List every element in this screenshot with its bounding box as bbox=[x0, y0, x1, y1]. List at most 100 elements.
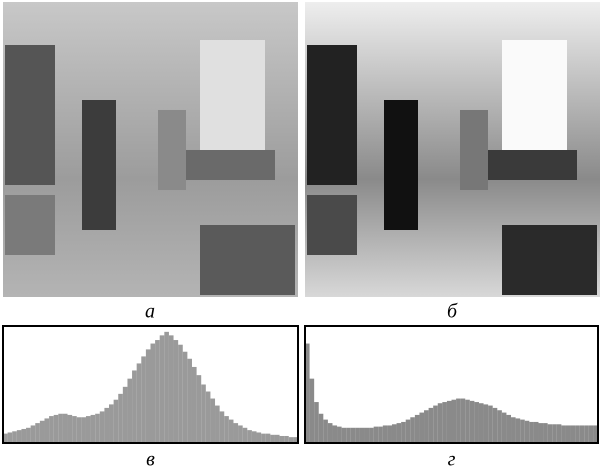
histogram-bar bbox=[81, 417, 86, 443]
histogram-bar bbox=[383, 425, 388, 443]
histogram-bar bbox=[374, 427, 379, 443]
histogram-bar bbox=[54, 415, 59, 443]
histogram-bar bbox=[378, 427, 383, 443]
histogram-bar bbox=[525, 421, 530, 443]
histogram-bar bbox=[566, 425, 571, 443]
histogram-bar bbox=[109, 404, 114, 443]
histogram-bar bbox=[58, 414, 63, 443]
histogram-bar bbox=[187, 359, 192, 443]
histogram-bar bbox=[86, 416, 91, 443]
histogram-bar bbox=[26, 428, 31, 443]
histogram-bar bbox=[438, 403, 443, 443]
histogram-bar bbox=[266, 434, 271, 443]
histogram-bar bbox=[401, 422, 406, 443]
histogram-bar bbox=[114, 400, 119, 443]
histogram-bar bbox=[548, 424, 553, 443]
figure: а б вг bbox=[0, 0, 600, 472]
histogram-bar bbox=[100, 411, 105, 443]
histogram-bar bbox=[183, 352, 188, 443]
panel-label: б bbox=[447, 301, 458, 323]
histogram-bar bbox=[447, 401, 452, 443]
photo bbox=[305, 2, 600, 297]
histogram-bar bbox=[332, 425, 337, 443]
histogram-bar bbox=[474, 402, 479, 443]
histogram-bar bbox=[35, 423, 40, 443]
histogram-bar bbox=[118, 394, 123, 443]
histogram-bar bbox=[17, 430, 22, 443]
histogram-bar bbox=[160, 335, 165, 443]
histogram-bar bbox=[497, 410, 502, 443]
histogram-bar bbox=[197, 375, 202, 443]
histogram-bar bbox=[310, 379, 315, 443]
histogram-bar bbox=[141, 356, 146, 443]
histogram-bar bbox=[210, 399, 215, 443]
histogram-bar bbox=[151, 344, 156, 443]
histogram-bar bbox=[561, 425, 566, 443]
panel-label: в bbox=[146, 449, 155, 471]
histogram-bar bbox=[516, 418, 521, 443]
histogram-bar bbox=[484, 404, 489, 443]
histogram-bar bbox=[243, 428, 248, 443]
histogram-bar bbox=[589, 425, 594, 443]
histogram-bar bbox=[360, 428, 365, 443]
histogram-bar bbox=[314, 402, 319, 443]
histogram-bar bbox=[40, 421, 45, 443]
histogram-bar bbox=[220, 411, 225, 443]
histogram-bar bbox=[571, 425, 576, 443]
histogram-bar bbox=[49, 416, 54, 443]
histogram-bar bbox=[419, 413, 424, 443]
histogram-bar bbox=[465, 400, 470, 443]
histogram-bar bbox=[337, 427, 342, 443]
histogram-bar bbox=[68, 415, 73, 443]
histogram-bar bbox=[323, 420, 328, 443]
histogram-bar bbox=[355, 428, 360, 443]
panel-label: а bbox=[145, 301, 155, 323]
histogram-bar bbox=[137, 363, 142, 443]
histogram-bar bbox=[146, 349, 151, 443]
histogram-bar bbox=[233, 423, 238, 443]
histogram-bar bbox=[442, 402, 447, 443]
histogram-bar bbox=[95, 414, 100, 443]
histogram-bar bbox=[174, 340, 179, 443]
photo bbox=[3, 2, 298, 297]
histogram-bar bbox=[247, 430, 252, 443]
histogram-bar bbox=[201, 385, 206, 444]
histogram-bar bbox=[342, 428, 347, 443]
histogram-bar bbox=[91, 415, 96, 443]
histogram-bar bbox=[21, 429, 26, 443]
histogram-bar bbox=[456, 399, 461, 443]
histogram-bar bbox=[429, 408, 434, 443]
histogram-bar bbox=[63, 414, 68, 443]
histogram-bar bbox=[351, 428, 356, 443]
histogram-bar bbox=[529, 422, 534, 443]
histogram-bar bbox=[192, 367, 197, 443]
histogram-bar bbox=[280, 436, 285, 443]
histogram-bar bbox=[123, 387, 128, 443]
histogram-bar bbox=[479, 403, 484, 443]
histogram-bar bbox=[392, 424, 397, 443]
histogram-bar bbox=[169, 335, 174, 443]
histogram-bar bbox=[493, 408, 498, 443]
histogram-bar bbox=[252, 431, 257, 443]
histogram-bar bbox=[433, 406, 438, 443]
histogram-bar bbox=[424, 410, 429, 443]
histogram-bar bbox=[206, 392, 211, 443]
histogram-bar bbox=[164, 332, 169, 443]
histogram-bar bbox=[415, 415, 420, 443]
histogram-bar bbox=[178, 345, 183, 443]
histogram-bar bbox=[461, 399, 466, 443]
histogram-bar bbox=[229, 420, 234, 443]
histogram-bar bbox=[257, 432, 262, 443]
histogram-bar bbox=[511, 417, 516, 443]
histogram-bar bbox=[470, 401, 475, 443]
histogram-bar bbox=[319, 414, 324, 443]
histogram-bar bbox=[224, 416, 229, 443]
histogram-bar bbox=[552, 424, 557, 443]
histogram-bar bbox=[365, 428, 370, 443]
histogram-bar bbox=[410, 417, 415, 443]
histogram-bar bbox=[543, 423, 548, 443]
histogram-bar bbox=[557, 424, 562, 443]
histogram-bar bbox=[31, 425, 36, 443]
histogram-bar bbox=[8, 432, 13, 443]
histogram-bar bbox=[584, 425, 589, 443]
